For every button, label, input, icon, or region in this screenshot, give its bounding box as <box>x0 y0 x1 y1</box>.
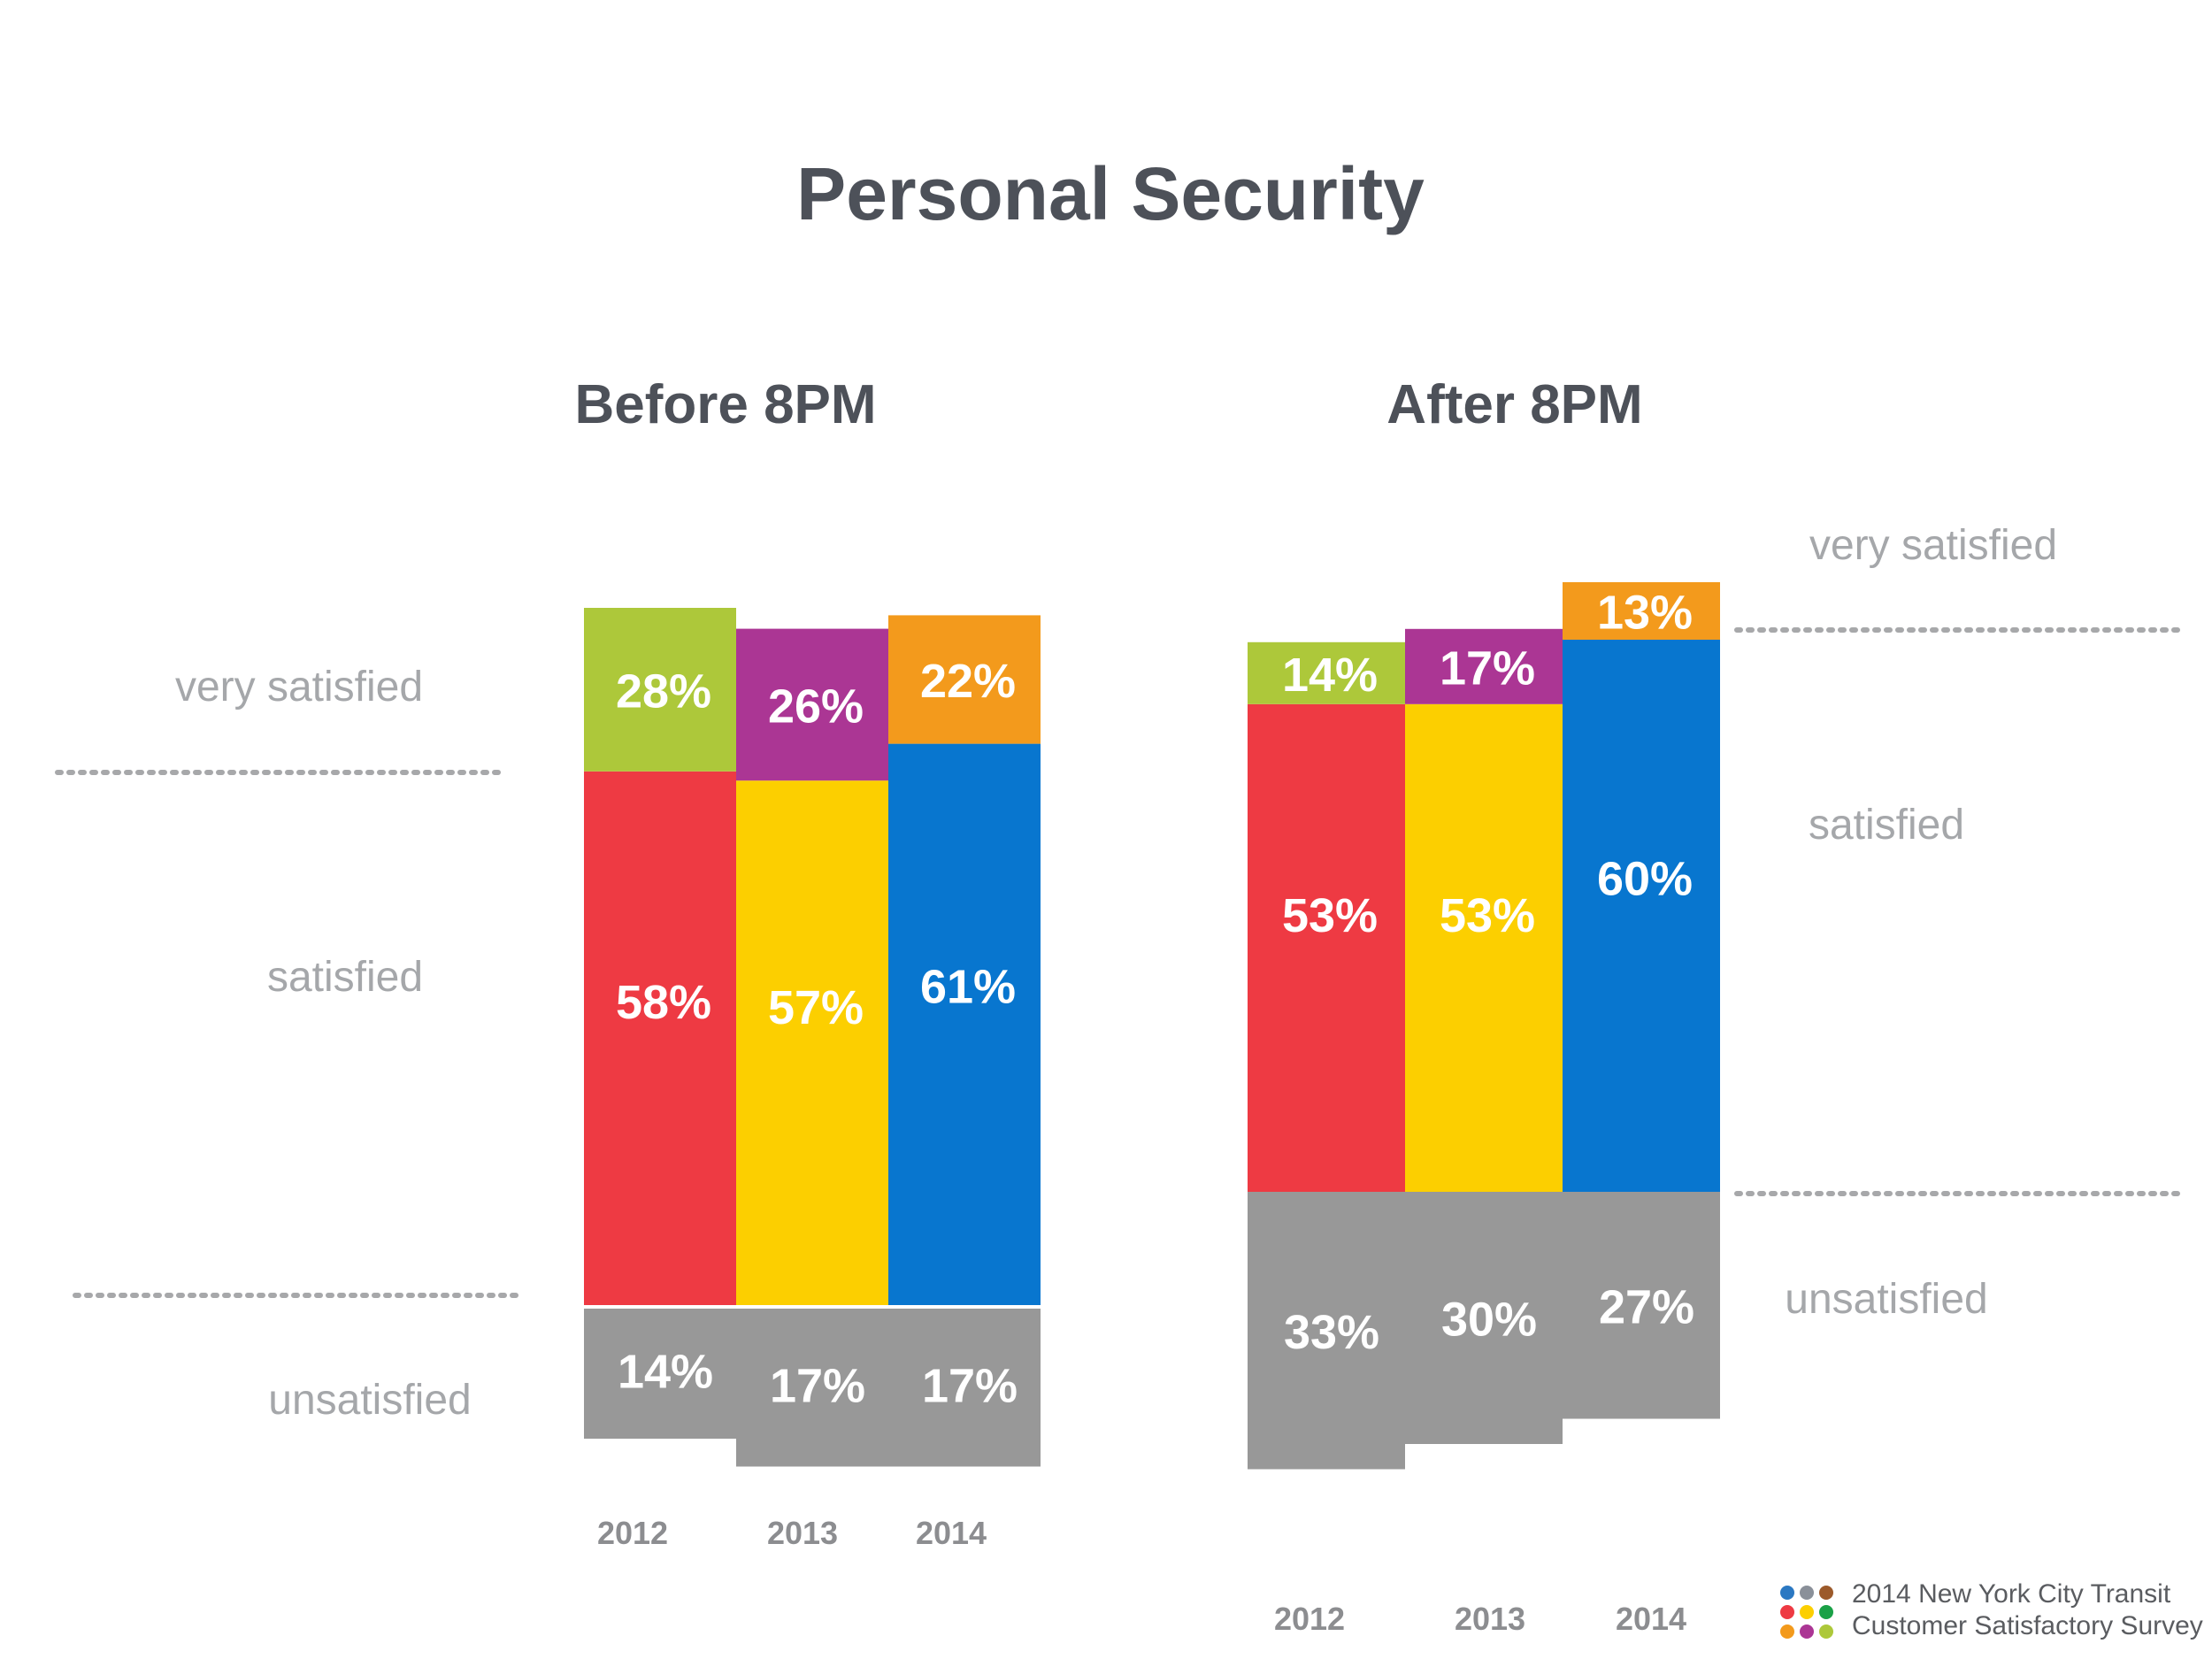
label-very-satisfied-before-2012: 28% <box>616 664 711 718</box>
bars-layer: 28% 58% 14% 2012 26% 57% 17% 2013 22% 61% 17% 2014 1… <box>584 582 1720 1637</box>
bar-unsatisfied-after-2014 <box>1563 1192 1720 1419</box>
logo-dot <box>1780 1586 1794 1600</box>
bar-satisfied-before-2012 <box>584 771 736 1305</box>
bar-unsatisfied-before-2014 <box>888 1309 1041 1467</box>
label-very-satisfied-before-2013: 26% <box>768 680 864 733</box>
label-unsatisfied-before-2014: 17% <box>922 1359 1018 1412</box>
logo-dot <box>1800 1586 1814 1600</box>
panel-title-after: After 8PM <box>1386 374 1642 435</box>
year-label-after-2013: 2013 <box>1455 1601 1525 1637</box>
year-label-after-2012: 2012 <box>1274 1601 1345 1637</box>
label-unsatisfied-after-2013: 30% <box>1441 1294 1537 1347</box>
bar-satisfied-before-2013 <box>736 780 888 1305</box>
chart-title: Personal Security <box>796 152 1425 235</box>
logo-dot <box>1819 1605 1833 1619</box>
label-very-satisfied-after-2012: 14% <box>1282 649 1378 702</box>
logo-dot <box>1780 1605 1794 1619</box>
band-label-unsatisfied-right: unsatisfied <box>1785 1276 1987 1323</box>
year-label-before-2012: 2012 <box>597 1515 668 1551</box>
label-satisfied-before-2014: 61% <box>920 960 1016 1013</box>
label-satisfied-after-2014: 60% <box>1597 852 1693 905</box>
band-label-very-satisfied-left: very satisfied <box>175 664 423 710</box>
bar-unsatisfied-after-2012 <box>1248 1192 1405 1470</box>
survey-logo <box>1780 1586 1833 1639</box>
bar-very-satisfied-before-2013 <box>736 628 888 781</box>
logo-dot <box>1800 1605 1814 1619</box>
bar-very-satisfied-after-2014 <box>1563 582 1720 640</box>
logo-dot <box>1819 1624 1833 1639</box>
label-very-satisfied-after-2014: 13% <box>1597 587 1693 640</box>
bar-unsatisfied-after-2013 <box>1405 1192 1563 1444</box>
label-very-satisfied-before-2014: 22% <box>920 655 1016 708</box>
bar-satisfied-after-2013 <box>1405 703 1563 1192</box>
label-unsatisfied-after-2014: 27% <box>1599 1280 1694 1333</box>
bar-satisfied-after-2014 <box>1563 640 1720 1192</box>
bar-very-satisfied-before-2014 <box>888 615 1041 744</box>
footer-line-1: 2014 New York City Transit <box>1852 1579 2171 1609</box>
band-label-very-satisfied-right: very satisfied <box>1809 522 2057 569</box>
band-label-satisfied-right: satisfied <box>1809 802 1964 849</box>
bar-very-satisfied-after-2012 <box>1248 641 1405 704</box>
year-label-after-2014: 2014 <box>1616 1601 1686 1637</box>
bar-very-satisfied-before-2012 <box>584 608 736 772</box>
label-satisfied-after-2013: 53% <box>1440 889 1535 942</box>
bar-satisfied-before-2014 <box>888 743 1041 1305</box>
year-label-before-2014: 2014 <box>916 1515 987 1551</box>
logo-dot <box>1780 1624 1794 1639</box>
band-label-satisfied-left: satisfied <box>267 954 423 1001</box>
footer-line-2: Customer Satisfactory Survey <box>1852 1611 2203 1640</box>
label-unsatisfied-before-2013: 17% <box>770 1359 865 1412</box>
label-unsatisfied-after-2012: 33% <box>1284 1306 1379 1359</box>
label-satisfied-before-2013: 57% <box>768 981 864 1034</box>
band-label-unsatisfied-left: unsatisfied <box>268 1377 471 1424</box>
logo-dot <box>1819 1586 1833 1600</box>
label-unsatisfied-before-2012: 14% <box>618 1346 713 1399</box>
bar-satisfied-after-2012 <box>1248 703 1405 1192</box>
bar-unsatisfied-before-2012 <box>584 1309 736 1439</box>
bar-unsatisfied-before-2013 <box>736 1309 888 1467</box>
label-satisfied-before-2012: 58% <box>616 976 711 1029</box>
panel-title-before: Before 8PM <box>574 374 876 435</box>
label-very-satisfied-after-2013: 17% <box>1440 641 1535 695</box>
year-label-before-2013: 2013 <box>767 1515 838 1551</box>
bar-very-satisfied-after-2013 <box>1405 628 1563 704</box>
logo-dot <box>1800 1624 1814 1639</box>
label-satisfied-after-2012: 53% <box>1282 889 1378 942</box>
